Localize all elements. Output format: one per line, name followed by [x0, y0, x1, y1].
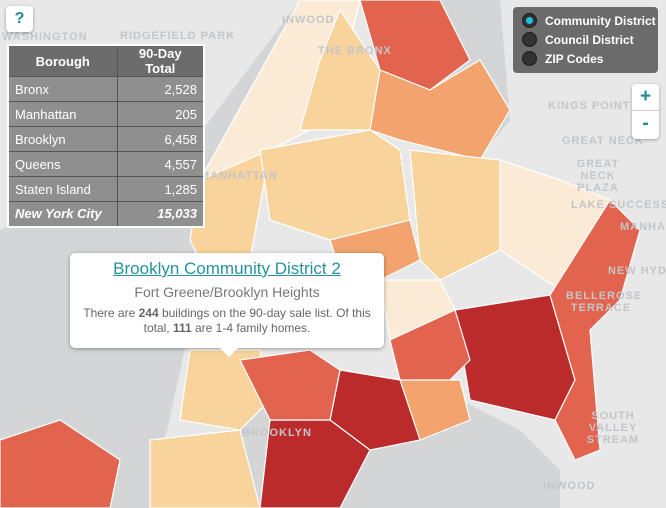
- borough-total: 2,528: [116, 76, 205, 102]
- layer-selector: Community District Council District ZIP …: [513, 7, 658, 73]
- radio-selected-icon[interactable]: [522, 13, 537, 28]
- borough-name: Staten Island: [7, 176, 118, 202]
- radio-icon[interactable]: [522, 51, 537, 66]
- table-row: Bronx 2,528: [7, 76, 205, 102]
- radio-icon[interactable]: [522, 32, 537, 47]
- zoom-in-button[interactable]: +: [632, 84, 659, 111]
- borough-name: Brooklyn: [7, 126, 118, 152]
- district-queens[interactable]: [549, 199, 641, 461]
- layer-option-council-district[interactable]: Council District: [522, 30, 658, 49]
- zoom-control: + -: [632, 84, 659, 139]
- city-total: 15,033: [116, 201, 205, 227]
- column-header-total: 90-Day Total: [116, 44, 205, 77]
- map-label: BROOKLYN: [242, 427, 312, 439]
- map-label: GREAT NECK: [562, 135, 644, 147]
- zoom-out-button[interactable]: -: [642, 113, 649, 134]
- borough-name: Manhattan: [7, 101, 118, 127]
- borough-total: 6,458: [116, 126, 205, 152]
- layer-label: Council District: [545, 32, 634, 47]
- table-total-row: New York City 15,033: [7, 201, 205, 227]
- borough-totals-table: Borough 90-Day Total Bronx 2,528 Manhattan…: [7, 44, 205, 228]
- district-bronx[interactable]: [369, 59, 511, 161]
- district-brooklyn[interactable]: [239, 349, 341, 421]
- district-popup: Brooklyn Community District 2 Fort Green…: [70, 253, 384, 357]
- city-name: New York City: [7, 201, 118, 227]
- district-queens[interactable]: [259, 129, 411, 241]
- district-staten-island[interactable]: [0, 419, 121, 508]
- borough-total: 205: [116, 101, 205, 127]
- borough-total: 1,285: [116, 176, 205, 202]
- district-queens[interactable]: [409, 149, 501, 281]
- borough-name: Queens: [7, 151, 118, 177]
- layer-label: ZIP Codes: [545, 51, 604, 66]
- table-row: Brooklyn 6,458: [7, 126, 205, 152]
- popup-text-part: There are: [83, 306, 139, 320]
- district-bronx[interactable]: [299, 8, 381, 131]
- popup-title-link[interactable]: Brooklyn Community District 2: [113, 259, 341, 278]
- map-label: INWOOD: [543, 480, 596, 492]
- layer-label: Community District: [545, 13, 656, 28]
- map-label: THE BRONX: [318, 45, 392, 57]
- map-label: MANHASSET: [620, 221, 666, 233]
- column-header-borough: Borough: [7, 44, 118, 77]
- map-label: KINGS POINT: [548, 100, 631, 112]
- popup-text-part: buildings on the 90-day sale list. Of th…: [143, 306, 371, 335]
- popup-text: There are 244 buildings on the 90-day sa…: [70, 306, 384, 336]
- map-label: NEW HYDE: [608, 265, 666, 277]
- layer-option-community-district[interactable]: Community District: [522, 11, 658, 30]
- district-brooklyn[interactable]: [399, 379, 471, 441]
- table-row: Queens 4,557: [7, 151, 205, 177]
- map-label: MANHATTAN: [200, 170, 278, 182]
- table-row: Manhattan 205: [7, 101, 205, 127]
- popup-text-part: are 1-4 family homes.: [191, 321, 311, 335]
- district-brooklyn[interactable]: [149, 429, 261, 508]
- district-queens[interactable]: [389, 309, 471, 391]
- map-label: INWOOD: [282, 14, 335, 26]
- map-label: RIDGEFIELD PARK: [120, 30, 236, 42]
- borough-total: 4,557: [116, 151, 205, 177]
- district-bronx[interactable]: [359, 0, 471, 91]
- map-label: BELLEROSE TERRACE: [566, 290, 643, 314]
- map-label: LAKE SUCCESS: [571, 199, 666, 211]
- layer-option-zip-codes[interactable]: ZIP Codes: [522, 49, 658, 68]
- help-button[interactable]: ?: [6, 6, 33, 32]
- family-home-count: 111: [172, 321, 192, 335]
- popup-subtitle: Fort Greene/Brooklyn Heights: [134, 284, 320, 300]
- map-label: WASHINGTON: [2, 31, 88, 43]
- table-row: Staten Island 1,285: [7, 176, 205, 202]
- building-count: 244: [138, 306, 159, 320]
- map-label: SOUTH VALLEY STREAM: [586, 410, 640, 446]
- map-label: GREAT NECK PLAZA: [576, 158, 620, 194]
- borough-name: Bronx: [7, 76, 118, 102]
